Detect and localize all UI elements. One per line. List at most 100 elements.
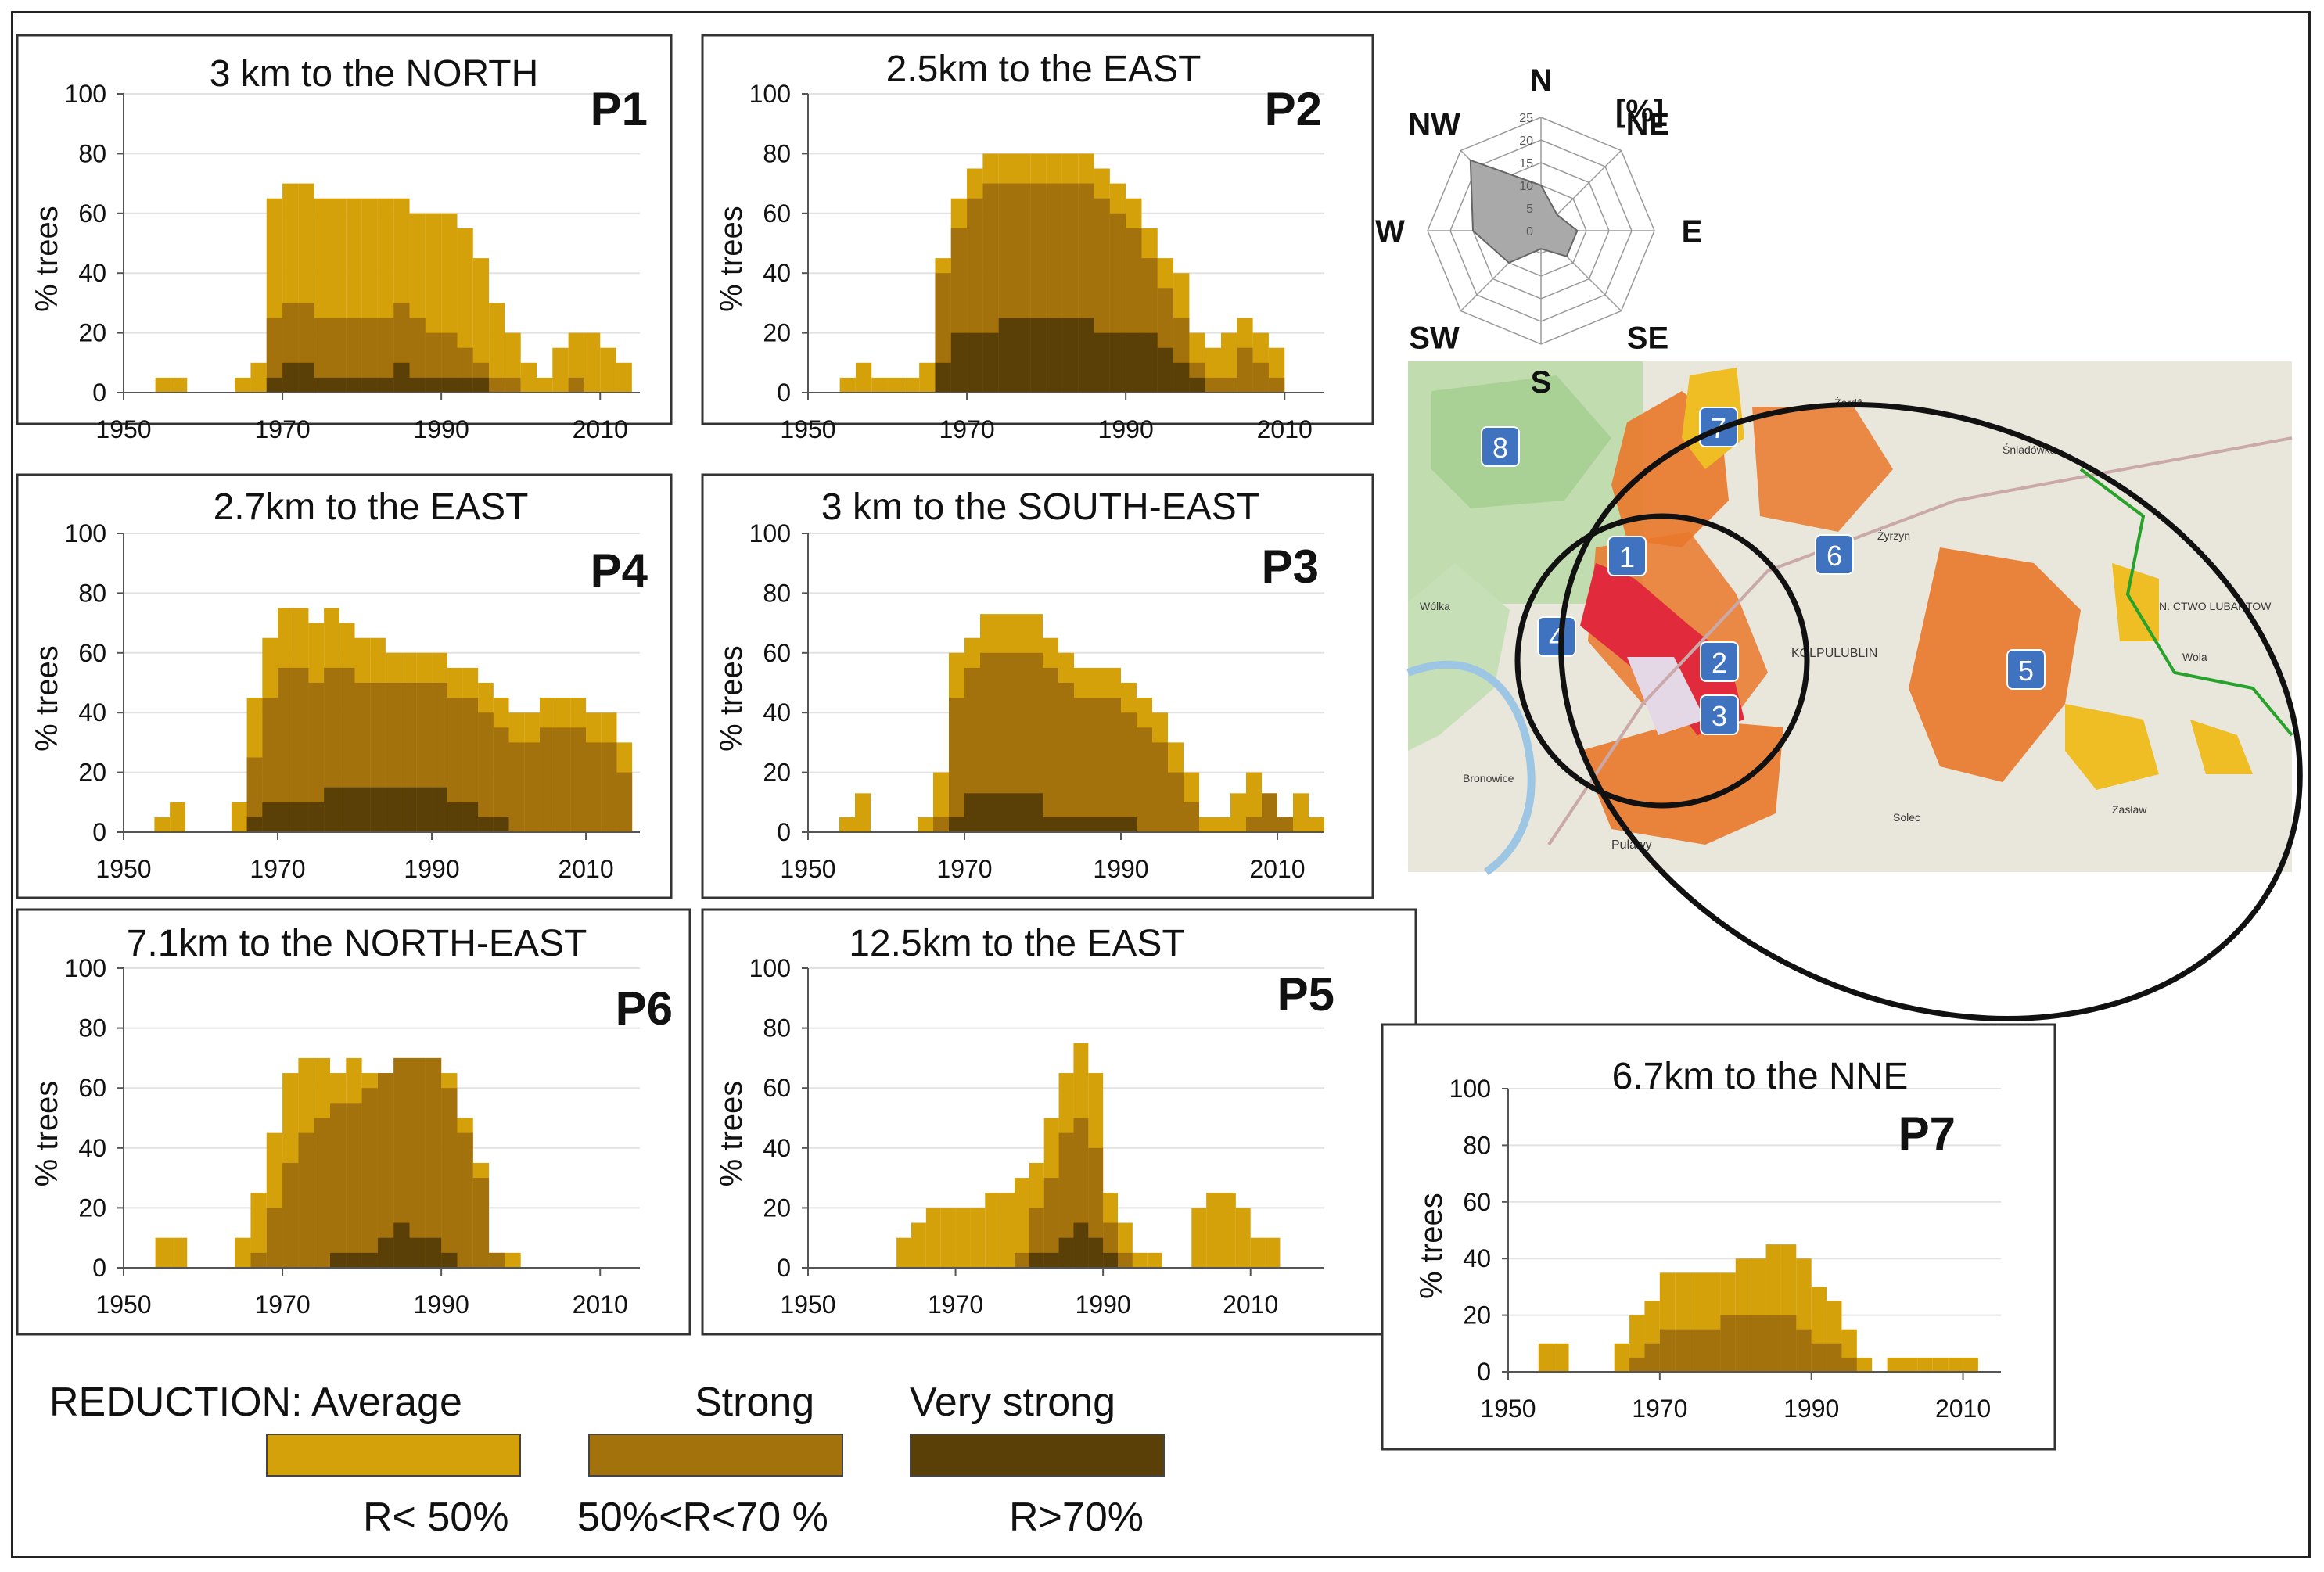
wind-rose-tick-label: 15 <box>1519 157 1533 170</box>
bar-very-strong <box>377 1237 394 1268</box>
map-boundary <box>2079 468 2293 737</box>
bar-very-strong <box>1030 318 1047 393</box>
x-tick-label: 1970 <box>254 415 310 443</box>
chart-title: 3 km to the NORTH <box>210 53 539 95</box>
bar-very-strong <box>441 377 458 393</box>
bar-strong <box>1137 727 1152 832</box>
x-tick-label: 1950 <box>95 415 151 443</box>
wind-direction-label: E <box>1682 214 1703 249</box>
bar-average <box>855 793 871 832</box>
bar-very-strong <box>1189 377 1205 393</box>
bar-average <box>1554 1343 1569 1372</box>
bar-strong <box>1252 362 1269 393</box>
y-tick-label: 20 <box>763 319 791 347</box>
bar-strong <box>266 318 283 393</box>
bar-average <box>1948 1357 1963 1372</box>
map-place-kolpulublin: KOLPULUBLIN <box>1791 647 1877 660</box>
bar-average <box>520 362 537 393</box>
figure-frame <box>11 11 2311 1558</box>
bar-strong <box>1780 1315 1797 1372</box>
x-tick-label: 1970 <box>1632 1394 1687 1423</box>
x-tick-label: 2010 <box>558 855 613 883</box>
x-tick-label: 1950 <box>1480 1394 1536 1423</box>
legend-title: REDUCTION: Average <box>49 1380 462 1425</box>
y-tick-label: 40 <box>1463 1244 1491 1272</box>
chart-title: 3 km to the SOUTH-EAST <box>821 486 1259 528</box>
bar-very-strong <box>409 377 426 393</box>
bar-very-strong <box>1126 332 1142 393</box>
bar-very-strong <box>1103 1252 1118 1268</box>
wind-rose-unit: [%] <box>1615 94 1664 128</box>
bar-very-strong <box>324 787 339 832</box>
bar-strong <box>1058 1132 1074 1268</box>
bar-very-strong <box>401 787 417 832</box>
x-tick-label: 1990 <box>1783 1394 1839 1423</box>
bar-strong <box>1796 1329 1812 1372</box>
bar-very-strong <box>1046 318 1062 393</box>
bar-average <box>1902 1357 1918 1372</box>
bar-strong <box>1268 377 1285 393</box>
y-axis-label: % trees <box>714 645 749 752</box>
chart-title: 12.5km to the EAST <box>849 923 1185 964</box>
y-tick-label: 0 <box>777 1254 791 1282</box>
bar-strong <box>282 1162 299 1268</box>
bar-very-strong <box>1058 1237 1074 1268</box>
bar-average <box>1538 1343 1554 1372</box>
x-tick-label: 1990 <box>1093 855 1148 883</box>
y-tick-label: 0 <box>92 818 106 846</box>
map-forest-patch-8 <box>1431 375 1611 508</box>
y-tick-label: 40 <box>763 259 791 287</box>
bar-very-strong <box>262 802 278 832</box>
x-tick-label: 1950 <box>780 855 835 883</box>
bar-very-strong <box>1029 1252 1044 1268</box>
bar-strong <box>262 698 278 832</box>
y-tick-label: 20 <box>78 319 106 347</box>
map-site-6: 6 <box>1815 534 1854 575</box>
chart-title: 2.7km to the EAST <box>214 486 529 528</box>
bar-strong <box>1262 793 1277 832</box>
bar-strong <box>508 742 525 832</box>
panel-label: P3 <box>1262 540 1319 593</box>
bar-average <box>171 377 188 393</box>
y-tick-label: 0 <box>777 379 791 407</box>
y-tick-label: 100 <box>65 80 106 108</box>
wind-direction-label: N <box>1530 63 1553 98</box>
bar-strong <box>409 318 426 393</box>
y-tick-label: 80 <box>763 139 791 167</box>
bar-very-strong <box>1094 332 1110 393</box>
x-tick-label: 2010 <box>1249 855 1305 883</box>
bar-strong <box>1705 1329 1721 1372</box>
bar-average <box>600 347 616 393</box>
y-tick-label: 0 <box>1477 1358 1491 1386</box>
map-site-4: 4 <box>1537 616 1576 657</box>
bar-average <box>1963 1357 1978 1372</box>
bar-average <box>250 362 267 393</box>
bar-strong <box>1720 1315 1736 1372</box>
y-tick-label: 60 <box>763 639 791 667</box>
bar-very-strong <box>330 1252 347 1268</box>
bar-strong <box>1277 817 1293 832</box>
bar-strong <box>361 1088 378 1268</box>
bar-strong <box>266 1208 283 1268</box>
panel-label: P5 <box>1277 968 1334 1021</box>
bar-strong <box>330 318 347 393</box>
bar-very-strong <box>967 332 983 393</box>
bar-average <box>231 802 247 832</box>
bar-strong <box>489 377 505 393</box>
x-tick-label: 1970 <box>928 1290 983 1319</box>
map-place-wolka: Wólka <box>1420 600 1450 612</box>
y-tick-label: 60 <box>763 1074 791 1102</box>
map-site-label: 5 <box>2018 655 2034 687</box>
bar-average <box>235 1237 251 1268</box>
bar-average <box>1206 1193 1221 1268</box>
bar-average <box>155 1237 171 1268</box>
wind-direction-label: NW <box>1408 108 1460 142</box>
map-site-label: 8 <box>1492 432 1508 464</box>
chart-p6: 0 20 40 60 80 100 1950 1970 1990 2010 % trees 7.1km… <box>16 908 691 1336</box>
bar-strong <box>1121 712 1137 832</box>
bar-strong <box>346 1103 362 1268</box>
map-site-label: 3 <box>1712 700 1727 732</box>
bar-strong <box>1090 698 1105 832</box>
bar-strong <box>308 683 325 832</box>
x-tick-label: 1990 <box>1098 415 1154 443</box>
